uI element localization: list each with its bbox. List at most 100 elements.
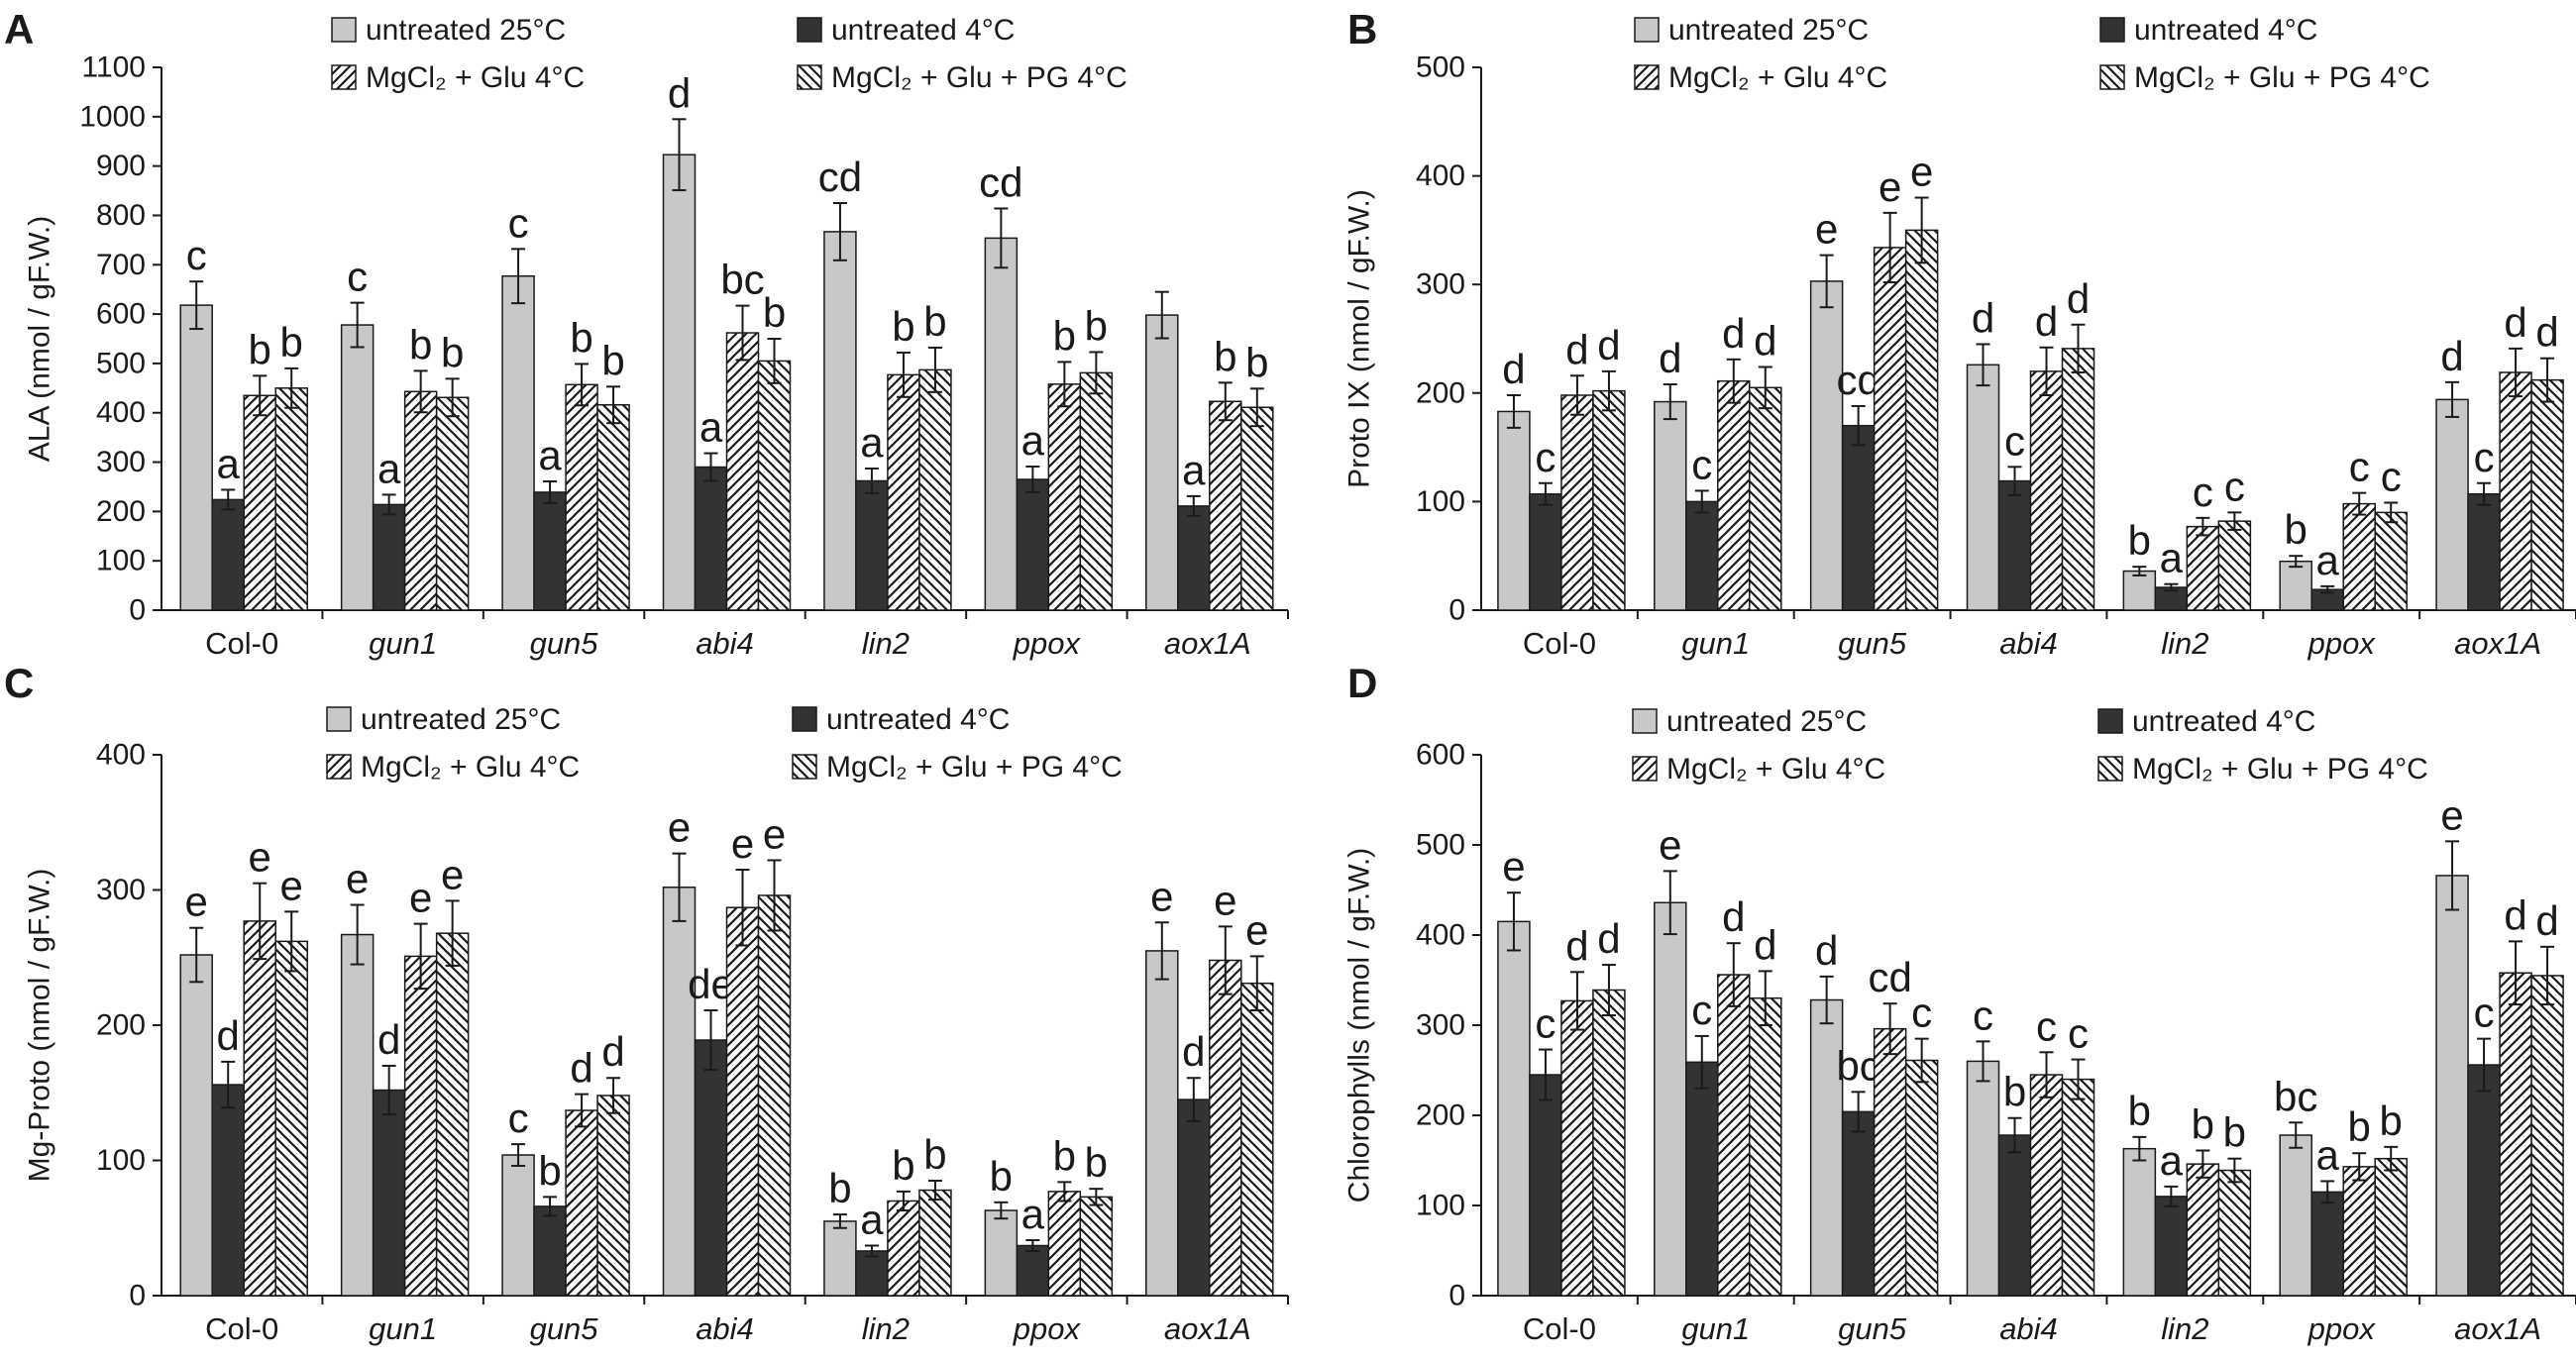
bar	[596, 404, 630, 611]
legend-label: MgCl₂ + Glu 4°C	[1668, 61, 1887, 94]
bar	[918, 1189, 952, 1297]
significance-label: d	[2067, 275, 2090, 322]
significance-label: b	[2003, 1069, 2026, 1115]
category-label: gun1	[1681, 626, 1750, 661]
y-tick-label: 700	[96, 249, 146, 281]
significance-label: a	[217, 440, 241, 486]
category-label: gun1	[369, 1311, 437, 1346]
significance-label: c	[1973, 992, 1993, 1038]
bar	[533, 491, 567, 611]
bar	[2122, 570, 2157, 611]
bar	[596, 1095, 630, 1297]
significance-label: d	[2440, 333, 2463, 379]
bar	[1841, 1110, 1876, 1297]
significance-label: d	[2035, 298, 2058, 345]
significance-label: b	[441, 329, 464, 375]
bar	[2435, 875, 2469, 1297]
significance-label: c	[2004, 417, 2025, 464]
significance-label: b	[1245, 339, 1268, 385]
bar	[2186, 1163, 2220, 1297]
bar	[211, 1084, 245, 1297]
bar	[1654, 400, 1687, 611]
bar	[501, 1154, 535, 1297]
bar	[1079, 371, 1114, 611]
bar	[1145, 950, 1179, 1297]
bar	[2530, 975, 2564, 1297]
bar	[1685, 500, 1719, 611]
legend-swatch	[326, 754, 352, 780]
legend-swatch	[1632, 708, 1658, 734]
category-label: gun5	[1838, 1311, 1907, 1346]
legend-swatch	[1634, 64, 1660, 90]
significance-label: c	[1535, 434, 1556, 480]
y-tick-label: 300	[1416, 1009, 1465, 1042]
category-label: abi4	[696, 626, 754, 661]
significance-label: c	[1911, 990, 1932, 1036]
bar	[2499, 972, 2532, 1297]
bar	[662, 887, 697, 1297]
significance-label: bc	[2274, 1073, 2317, 1119]
legend-label: MgCl₂ + Glu 4°C	[361, 751, 580, 784]
significance-label: c	[2224, 463, 2245, 509]
legend-swatch	[2097, 756, 2123, 782]
legend-swatch	[2099, 17, 2125, 43]
bar	[1685, 1061, 1719, 1297]
category-label: Col-0	[205, 1311, 278, 1346]
bar	[1529, 492, 1562, 611]
bar	[887, 373, 920, 611]
y-tick-label: 200	[1416, 376, 1465, 409]
category-label: aox1A	[2454, 626, 2541, 661]
panel-C: C Mg-Proto (nmol / gF.W.) 0 100 200 300 400 Col…	[4, 660, 1289, 1346]
y-tick-label: 1100	[81, 52, 146, 84]
y-tick-label: 100	[1416, 485, 1465, 518]
bar	[179, 304, 213, 611]
significance-label: e	[409, 875, 432, 921]
y-tick-label: 300	[1416, 268, 1465, 301]
significance-label: d	[1182, 1028, 1205, 1075]
significance-label: d	[2535, 897, 2558, 944]
legend-label: untreated 25°C	[366, 14, 566, 47]
bar	[1809, 280, 1844, 611]
legend: untreated 25°C untreated 4°C MgCl₂ + Glu 4…	[1634, 14, 2430, 94]
significance-label: b	[2380, 1098, 2403, 1144]
bar	[1997, 1134, 2032, 1297]
bar	[435, 396, 470, 611]
y-tick-label: 500	[1416, 52, 1465, 84]
bar	[2279, 1134, 2312, 1297]
y-tick-label: 0	[129, 1280, 146, 1312]
y-tick-label: 400	[96, 739, 146, 772]
significance-label: e	[1878, 163, 1901, 210]
category-label: lin2	[2161, 1311, 2208, 1346]
bar	[984, 1209, 1019, 1297]
significance-label: e	[1502, 843, 1525, 889]
significance-label: b	[1085, 1139, 1108, 1186]
legend-swatch	[1632, 756, 1658, 782]
significance-label: bc	[720, 257, 764, 303]
y-tick-label: 0	[1449, 1280, 1465, 1312]
bar	[1529, 1074, 1562, 1297]
legend-label: untreated 25°C	[1668, 14, 1869, 47]
bar	[1717, 379, 1751, 611]
category-label: gun5	[530, 626, 599, 661]
bar	[1592, 989, 1626, 1297]
legend: untreated 25°C untreated 4°C MgCl₂ + Glu 4…	[331, 14, 1127, 94]
legend-label: untreated 25°C	[361, 703, 561, 736]
significance-label: b	[1085, 302, 1108, 349]
significance-label: e	[249, 834, 271, 881]
significance-label: c	[508, 1095, 529, 1141]
legend-label: untreated 25°C	[1666, 705, 1867, 738]
bar	[1016, 1244, 1050, 1297]
bar	[2061, 1078, 2095, 1297]
bar	[2122, 1147, 2157, 1297]
significance-label: c	[1691, 441, 1712, 487]
significance-label: d	[2504, 891, 2526, 938]
significance-label: c	[347, 254, 368, 300]
y-tick-label: 400	[1416, 159, 1465, 192]
panel-letter: C	[4, 660, 34, 706]
significance-label: b	[763, 289, 786, 336]
bar	[1873, 1027, 1907, 1297]
bar	[2435, 398, 2469, 611]
legend-swatch	[792, 706, 817, 732]
significance-label: d	[1722, 310, 1745, 357]
